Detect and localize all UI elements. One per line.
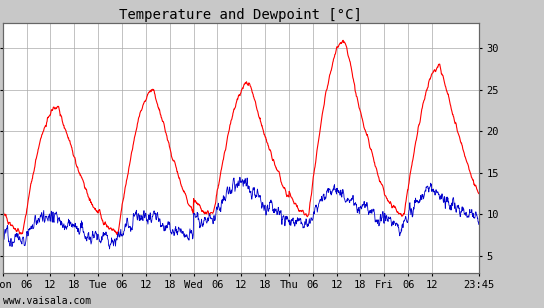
Title: Temperature and Dewpoint [°C]: Temperature and Dewpoint [°C] (119, 8, 362, 22)
Text: www.vaisala.com: www.vaisala.com (3, 297, 91, 306)
